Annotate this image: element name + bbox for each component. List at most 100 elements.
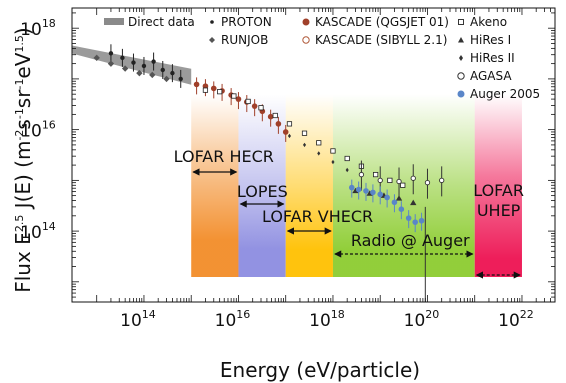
point-akeno	[272, 112, 278, 119]
point-agasa	[424, 180, 431, 186]
legend-label: Direct data	[128, 15, 195, 29]
point-kascade-qgsjet-01	[210, 85, 217, 92]
x-tick-label: 1020	[404, 308, 440, 331]
legend-item-kascade-qgsjet-01: KASCADE (QGSJET 01)	[302, 15, 449, 29]
point-proton	[120, 55, 125, 61]
point-hires-ii	[331, 159, 335, 165]
point-akeno	[258, 105, 264, 111]
point-auger-2005	[391, 199, 398, 206]
point-runjob	[163, 75, 170, 83]
point-akeno	[400, 182, 406, 188]
series-proton	[108, 44, 183, 88]
point-agasa	[377, 177, 383, 184]
point-auger-2005	[418, 217, 425, 224]
point-akeno	[387, 177, 393, 183]
legend-marker	[210, 20, 214, 24]
legend-item-runjob: RUNJOB	[209, 33, 268, 47]
point-hires-ii	[287, 133, 291, 139]
point-auger-2005	[348, 184, 355, 191]
point-auger-2005	[405, 215, 412, 221]
legend-item-auger-2005: Auger 2005	[457, 87, 540, 101]
legend-marker	[209, 37, 215, 43]
legend-marker	[458, 19, 464, 25]
point-akeno	[245, 98, 251, 105]
legend-label: HiRes II	[470, 51, 515, 65]
legend-item-akeno: Akeno	[458, 15, 507, 29]
point-kascade-qgsjet-01	[235, 96, 242, 102]
point-proton	[108, 51, 114, 56]
point-akeno	[202, 87, 209, 93]
x-tick-label: 1014	[120, 308, 156, 331]
point-kascade-qgsjet-01	[193, 81, 200, 88]
point-agasa	[396, 178, 402, 185]
point-runjob	[107, 60, 115, 67]
point-runjob	[136, 69, 143, 77]
point-hires-ii	[302, 142, 307, 148]
point-agasa	[410, 175, 416, 181]
region-lofar	[474, 94, 522, 277]
region-label-radio-auger: Radio @ Auger	[351, 231, 470, 250]
legend-label: Auger 2005	[470, 87, 540, 101]
point-auger-2005	[377, 191, 384, 198]
point-auger-2005	[363, 188, 369, 194]
point-auger-2005	[398, 206, 405, 213]
point-hires-i	[395, 195, 403, 201]
point-akeno	[301, 130, 308, 136]
point-akeno	[231, 93, 237, 99]
point-akeno	[373, 171, 379, 178]
region-label-uhep: UHEP	[477, 201, 521, 220]
x-tick-label: 1018	[309, 308, 345, 331]
legend-label: RUNJOB	[221, 33, 268, 47]
y-axis-label: Flux E2.5 J(E) (m-2s-1sr-1eV1.5)	[11, 27, 35, 293]
point-proton	[170, 70, 175, 76]
point-auger-2005	[412, 219, 419, 225]
legend-item-kascade-sibyll-2-1: KASCADE (SIBYLL 2.1)	[302, 33, 447, 47]
point-proton	[160, 67, 165, 73]
point-hires-ii	[317, 151, 321, 156]
legend-marker	[302, 18, 310, 26]
point-proton	[141, 63, 147, 69]
legend-marker	[457, 90, 465, 98]
plot-frame	[71, 7, 556, 303]
region-label-lofar-vhecr: LOFAR VHECR	[262, 207, 373, 226]
point-hires-i	[410, 199, 417, 206]
y-tick-label: 1014	[20, 220, 56, 243]
point-kascade-qgsjet-01	[251, 103, 258, 109]
x-tick-label: 1016	[215, 308, 251, 331]
y-tick-label: 1016	[20, 119, 56, 142]
region-label-lofar-hecr: LOFAR HECR	[174, 147, 274, 166]
legend-label: Akeno	[470, 15, 507, 29]
legend-swatch	[104, 18, 124, 25]
point-akeno	[217, 89, 223, 95]
legend-label: AGASA	[470, 69, 512, 83]
legend-label: KASCADE (QGSJET 01)	[315, 15, 449, 29]
x-tick-label: 1022	[498, 308, 534, 331]
legend-label: KASCADE (SIBYLL 2.1)	[315, 33, 447, 47]
legend-item-hires-i: HiRes I	[458, 33, 511, 47]
point-hires-ii	[345, 167, 349, 173]
point-proton	[131, 60, 136, 65]
point-agasa	[358, 171, 365, 178]
point-agasa	[439, 177, 445, 184]
y-tick-label: 1018	[20, 17, 56, 40]
point-kascade-qgsjet-01	[275, 121, 282, 127]
legend-item-proton: PROTON	[210, 15, 272, 29]
point-kascade-qgsjet-01	[267, 113, 274, 120]
legend-item-direct-data: Direct data	[104, 15, 195, 29]
point-runjob	[149, 71, 156, 79]
legend-label: HiRes I	[470, 33, 511, 47]
legend-item-hires-ii: HiRes II	[459, 51, 515, 65]
series-hires-ii	[287, 133, 349, 173]
region-label-lopes: LOPES	[237, 182, 288, 201]
point-kascade-qgsjet-01	[202, 83, 209, 89]
region-lofar-vhecr	[285, 94, 333, 277]
point-akeno	[330, 148, 336, 154]
point-akeno	[316, 140, 322, 146]
legend-marker	[302, 36, 310, 44]
legend-marker	[457, 72, 465, 80]
series-agasa	[358, 160, 445, 199]
point-proton	[178, 76, 183, 82]
point-auger-2005	[355, 186, 362, 193]
legend-item-agasa: AGASA	[457, 69, 512, 83]
